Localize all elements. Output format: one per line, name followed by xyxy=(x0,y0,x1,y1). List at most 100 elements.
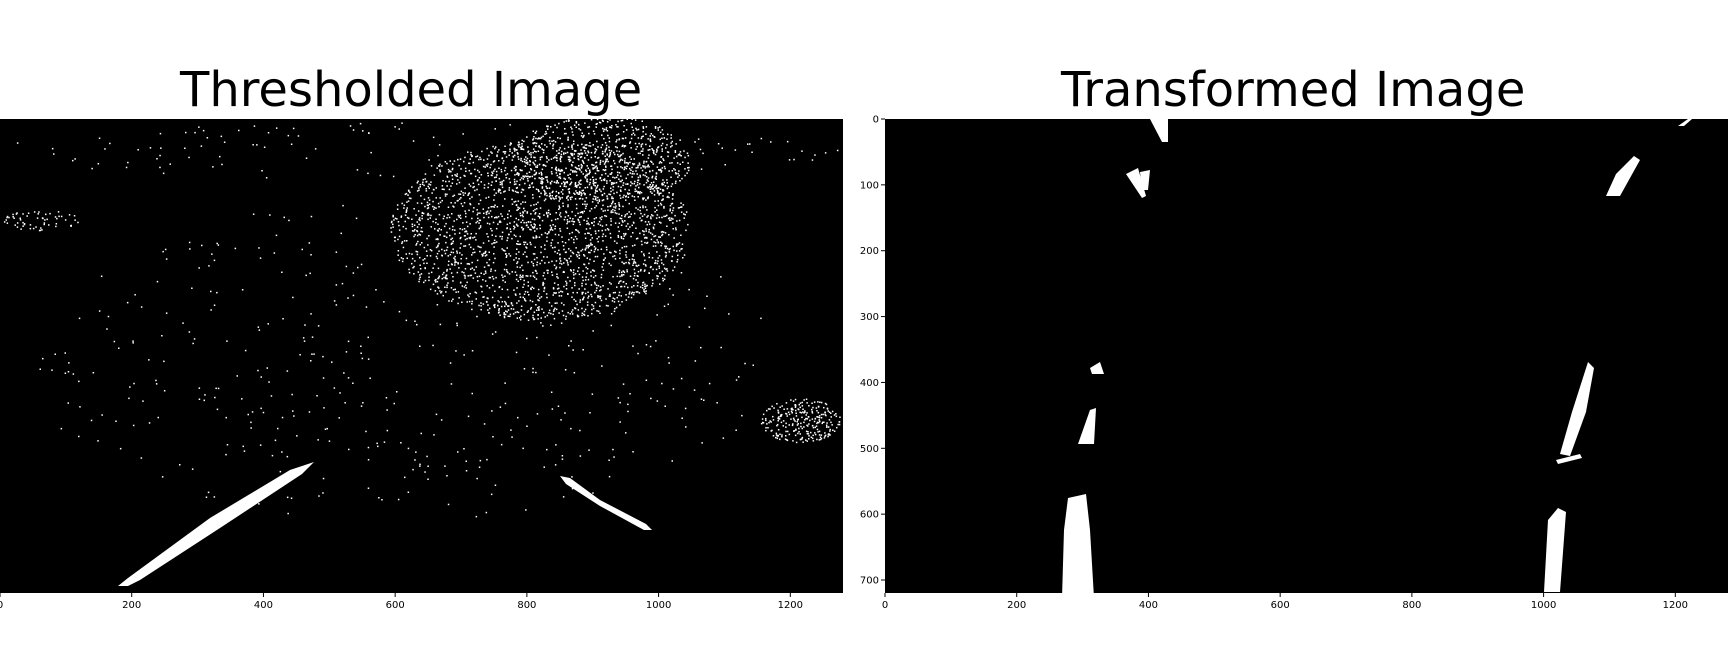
pixel xyxy=(159,132,162,135)
pixel xyxy=(403,240,406,242)
pixel xyxy=(622,262,625,265)
pixel xyxy=(572,349,574,351)
pixel xyxy=(541,148,543,150)
pixel xyxy=(597,240,599,243)
pixel xyxy=(524,182,526,185)
pixel xyxy=(800,422,802,425)
pixel xyxy=(808,438,810,440)
transformed-image-panel: 0 200 400 600 800 1000 1200 010020030040050060… xyxy=(860,115,1728,611)
pixel xyxy=(636,237,639,240)
pixel xyxy=(423,246,426,249)
pixel xyxy=(658,236,660,238)
pixel xyxy=(671,162,673,164)
pixel xyxy=(253,125,256,127)
pixel xyxy=(637,275,639,277)
pixel xyxy=(454,258,456,261)
pixel xyxy=(456,324,458,327)
pixel xyxy=(539,156,542,159)
pixel xyxy=(12,216,14,218)
pixel xyxy=(569,178,572,180)
pixel xyxy=(313,353,315,355)
pixel xyxy=(450,251,453,253)
pixel xyxy=(584,187,586,189)
pixel xyxy=(816,416,818,418)
pixel xyxy=(657,241,659,243)
pixel xyxy=(581,198,584,200)
pixel xyxy=(466,237,468,240)
pixel xyxy=(569,217,571,219)
pixel xyxy=(446,277,448,280)
pixel xyxy=(637,264,640,267)
pixel xyxy=(629,161,631,164)
pixel xyxy=(561,169,564,172)
pixel xyxy=(575,254,578,256)
pixel xyxy=(656,148,658,151)
pixel xyxy=(571,309,574,311)
right-x-axis: 0 200 400 600 800 1000 1200 xyxy=(882,593,1688,611)
pixel xyxy=(701,442,703,444)
pixel xyxy=(595,165,598,167)
pixel xyxy=(55,223,58,225)
pixel xyxy=(671,460,673,462)
pixel xyxy=(621,275,623,277)
pixel xyxy=(352,294,355,297)
pixel xyxy=(670,137,672,139)
pixel xyxy=(441,199,443,202)
pixel xyxy=(630,213,632,215)
pixel xyxy=(507,296,510,298)
pixel xyxy=(566,260,568,262)
pixel xyxy=(501,238,503,240)
pixel xyxy=(292,410,294,412)
pixel xyxy=(597,296,599,299)
pixel xyxy=(608,140,611,143)
pixel xyxy=(601,235,604,238)
pixel xyxy=(517,144,519,146)
pixel xyxy=(617,300,620,303)
pixel xyxy=(563,153,565,155)
pixel xyxy=(400,216,402,218)
pixel xyxy=(575,247,577,249)
pixel xyxy=(479,250,481,253)
pixel xyxy=(813,420,816,423)
pixel xyxy=(561,182,563,185)
pixel xyxy=(628,291,631,293)
pixel xyxy=(446,193,448,196)
pixel xyxy=(590,284,593,286)
pixel xyxy=(452,163,454,165)
pixel xyxy=(602,127,604,130)
pixel xyxy=(444,252,447,255)
pixel xyxy=(580,135,583,137)
pixel xyxy=(640,191,643,194)
pixel xyxy=(435,187,437,189)
pixel xyxy=(469,185,472,187)
pixel xyxy=(41,229,43,231)
pixel xyxy=(578,165,580,167)
pixel xyxy=(590,275,592,277)
pixel xyxy=(517,206,519,209)
pixel xyxy=(583,192,585,194)
pixel xyxy=(652,282,654,285)
pixel xyxy=(644,237,646,239)
pixel xyxy=(36,217,39,219)
pixel xyxy=(664,167,666,170)
pixel xyxy=(461,205,464,207)
pixel xyxy=(433,263,436,265)
pixel xyxy=(632,293,635,296)
pixel xyxy=(635,238,638,240)
pixel xyxy=(581,312,584,314)
pixel xyxy=(589,210,591,212)
pixel xyxy=(806,418,809,420)
pixel xyxy=(523,161,526,163)
pixel xyxy=(648,223,651,225)
pixel xyxy=(607,160,609,163)
pixel xyxy=(813,401,816,403)
pixel xyxy=(537,150,540,152)
pixel xyxy=(639,164,641,166)
pixel xyxy=(462,222,464,224)
pixel xyxy=(573,298,575,301)
pixel xyxy=(392,223,394,226)
pixel xyxy=(569,280,571,282)
pixel xyxy=(637,128,640,131)
pixel xyxy=(491,181,493,183)
pixel xyxy=(530,224,532,226)
